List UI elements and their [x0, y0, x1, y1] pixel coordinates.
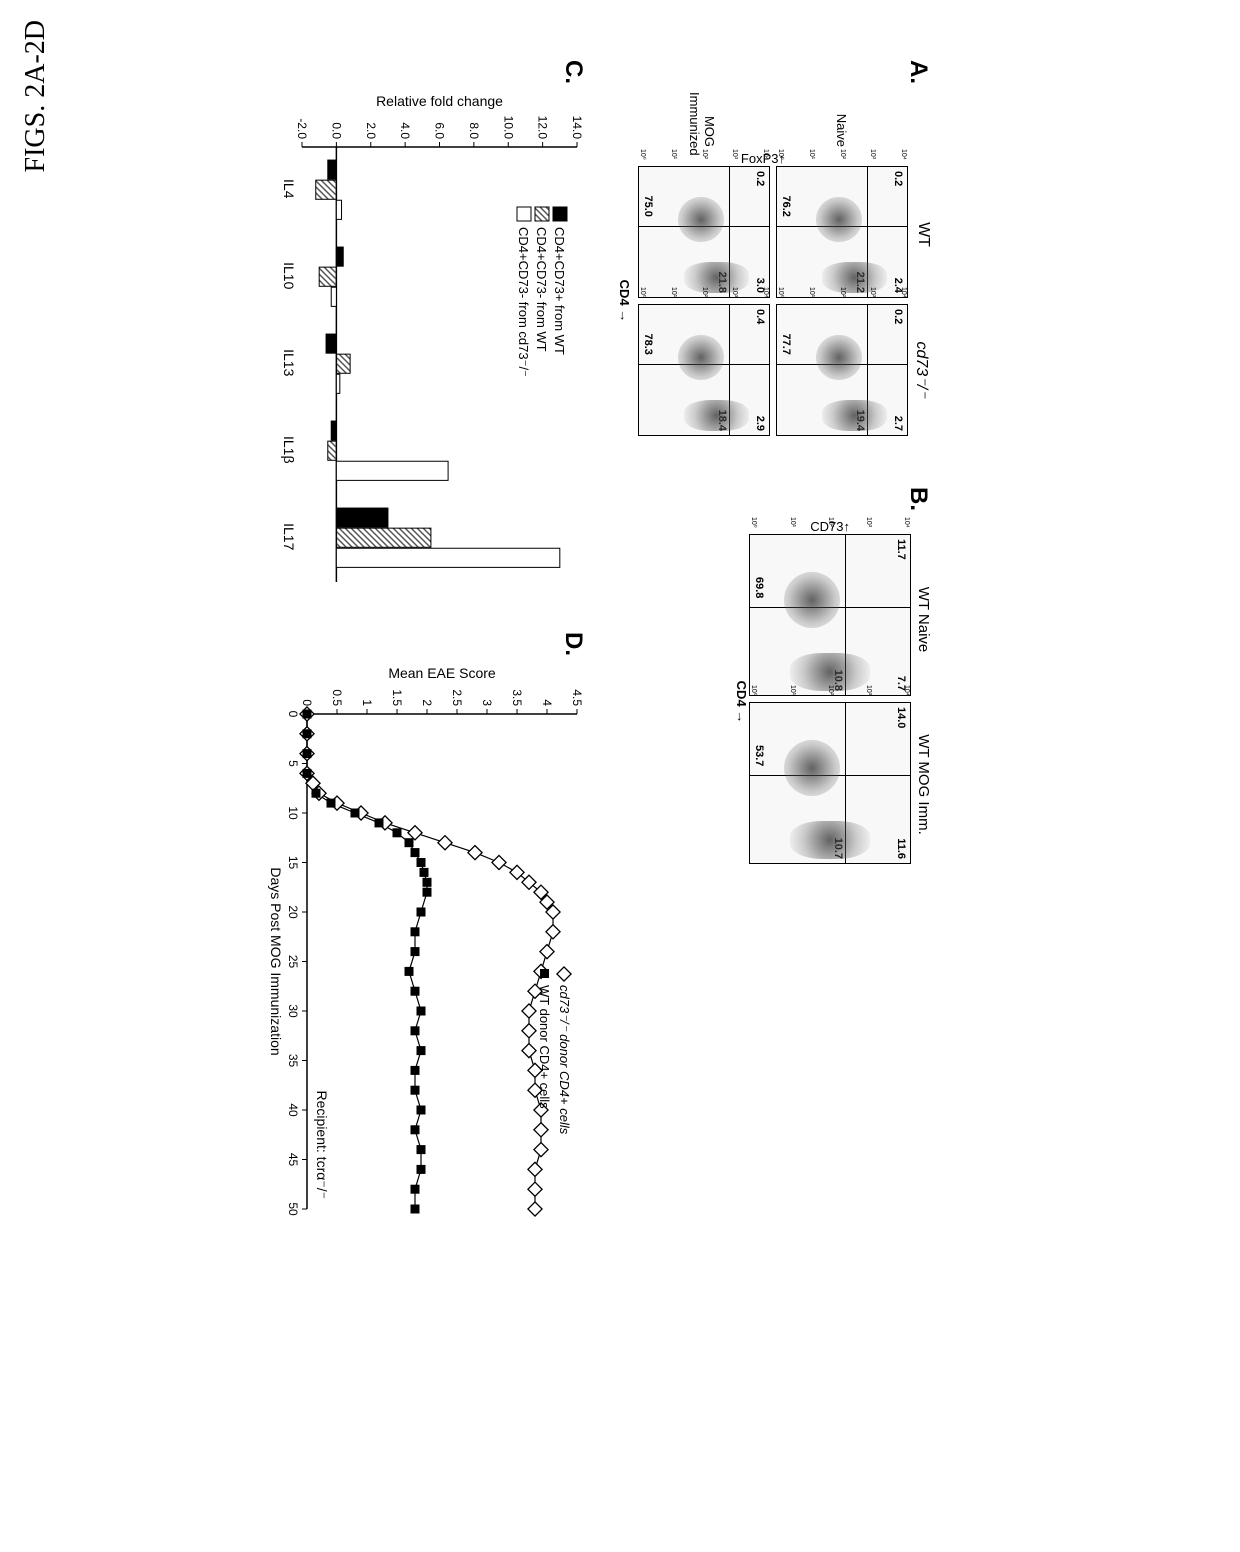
svg-text:2: 2 — [420, 699, 434, 706]
facs-plot-a4: 0.42.978.318.410⁰10¹10²10³10⁴ — [638, 304, 770, 436]
facs-plot-a2: 0.22.777.719.410⁰10¹10²10³10⁴ — [776, 304, 908, 436]
svg-text:0.0: 0.0 — [329, 122, 343, 139]
row-label-naive: Naive — [834, 92, 849, 147]
rotated-inner: A. WT cd73⁻/⁻ Naive MOG Immunized — [262, 60, 932, 1460]
svg-text:Mean EAE Score: Mean EAE Score — [388, 665, 496, 681]
panel-c-chart-wrapper: -2.0 0.0 2.0 4.0 6.0 8.0 10.0 12.0 14.0 IL4 IL10 IL… — [262, 92, 587, 592]
panel-d-label: D. — [262, 632, 587, 656]
panel-a-plots: 0.22.476.221.210⁰10¹10²10³10⁴ 0.22.777.7… — [617, 166, 908, 436]
svg-text:cd73⁻/⁻ donor CD4+ cells: cd73⁻/⁻ donor CD4+ cells — [557, 985, 572, 1135]
panel-a-grid: Naive MOG Immunized FoxP3↑ 0.22.476.221.… — [617, 92, 908, 437]
svg-text:10.0: 10.0 — [501, 116, 515, 140]
svg-text:IL10: IL10 — [281, 262, 297, 289]
svg-text:6.0: 6.0 — [433, 122, 447, 139]
col-header-b2: WT MOG Imm. — [915, 702, 932, 867]
svg-text:8.0: 8.0 — [467, 122, 481, 139]
panel-d: D. 0 0.5 1 1.5 2 2.5 3 3.5 4 4.5 0 5 10 15 20 25 30 35 40 4… — [262, 632, 587, 1224]
panel-d-chart-wrapper: 0 0.5 1 1.5 2 2.5 3 3.5 4 4.5 0 5 10 15 20 25 30 35 40 45 50… — [262, 664, 587, 1224]
svg-text:2.5: 2.5 — [450, 689, 464, 706]
panel-a-label: A. — [617, 60, 932, 84]
bar-chart-svg: -2.0 0.0 2.0 4.0 6.0 8.0 10.0 12.0 14.0 IL4 IL10 IL… — [267, 92, 587, 592]
svg-text:12.0: 12.0 — [536, 116, 550, 140]
svg-text:Days Post MOG Immunization: Days Post MOG Immunization — [268, 867, 284, 1055]
facs-plot-a1: 0.22.476.221.210⁰10¹10²10³10⁴ — [776, 166, 908, 298]
col-header-cd73: cd73⁻/⁻ — [912, 302, 932, 437]
svg-text:CD4+CD73- from WT: CD4+CD73- from WT — [534, 227, 549, 352]
facs-plot-a3: 0.23.075.021.810⁰10¹10²10³10⁴ — [638, 166, 770, 298]
svg-text:4.5: 4.5 — [570, 689, 584, 706]
svg-text:5: 5 — [286, 760, 300, 767]
svg-text:IL13: IL13 — [281, 349, 297, 376]
row-label-mog: MOG Immunized — [687, 92, 717, 147]
svg-text:CD4+CD73+ from WT: CD4+CD73+ from WT — [552, 227, 567, 355]
svg-text:0: 0 — [300, 699, 314, 706]
svg-text:30: 30 — [286, 1004, 300, 1018]
svg-text:0.5: 0.5 — [330, 689, 344, 706]
svg-text:IL1β: IL1β — [281, 436, 297, 464]
rotated-wrapper: A. WT cd73⁻/⁻ Naive MOG Immunized — [72, 20, 1122, 1500]
svg-text:1.5: 1.5 — [390, 689, 404, 706]
panel-b: B. WT Naive WT MOG Imm. CD73↑ 11.77.769.… — [734, 487, 932, 867]
panel-a-xaxis: CD4 → — [617, 166, 632, 436]
facs-plot-b1: 11.77.769.810.810⁰10¹10²10³10⁴ — [749, 534, 911, 696]
facs-plot-b2: 14.011.653.710.710⁰10¹10²10³10⁴ — [749, 702, 911, 864]
svg-text:IL4: IL4 — [281, 179, 297, 199]
panel-a-row-labels: Naive MOG Immunized — [628, 92, 908, 151]
svg-text:20: 20 — [286, 905, 300, 919]
svg-text:35: 35 — [286, 1054, 300, 1068]
row-cd: C. -2.0 0.0 2.0 4.0 6.0 8.0 10.0 12.0 14.0 IL4 IL1… — [262, 60, 587, 1460]
arrow-right-icon: → — [617, 309, 632, 322]
svg-text:1: 1 — [360, 699, 374, 706]
panel-a-col-headers: WT cd73⁻/⁻ — [912, 167, 932, 437]
svg-text:10: 10 — [286, 806, 300, 820]
svg-text:WT donor CD4+ cells: WT donor CD4+ cells — [537, 985, 552, 1109]
svg-text:Relative fold change: Relative fold change — [376, 93, 503, 109]
svg-text:25: 25 — [286, 955, 300, 969]
svg-text:50: 50 — [286, 1202, 300, 1216]
line-chart-svg: 0 0.5 1 1.5 2 2.5 3 3.5 4 4.5 0 5 10 15 20 25 30 35 40 45 50… — [267, 664, 587, 1224]
arrow-right-icon: → — [734, 710, 749, 723]
panel-a: A. WT cd73⁻/⁻ Naive MOG Immunized — [617, 60, 932, 437]
panel-c-label: C. — [262, 60, 587, 84]
panel-b-row: CD73↑ 11.77.769.810.810⁰10¹10²10³10⁴ 14.… — [749, 519, 911, 867]
svg-text:IL17: IL17 — [281, 523, 297, 550]
svg-text:-2.0: -2.0 — [295, 118, 309, 139]
svg-text:Recipient: tcrα⁻/⁻: Recipient: tcrα⁻/⁻ — [314, 1091, 330, 1199]
panel-b-col-headers: WT Naive WT MOG Imm. — [915, 537, 932, 867]
row-ab: A. WT cd73⁻/⁻ Naive MOG Immunized — [617, 60, 932, 1460]
svg-text:0: 0 — [286, 711, 300, 718]
svg-text:CD4+CD73- from cd73⁻/⁻: CD4+CD73- from cd73⁻/⁻ — [516, 227, 531, 377]
svg-text:40: 40 — [286, 1103, 300, 1117]
col-header-wt: WT — [912, 167, 932, 302]
panel-c: C. -2.0 0.0 2.0 4.0 6.0 8.0 10.0 12.0 14.0 IL4 IL1… — [262, 60, 587, 592]
figure-label: FIGS. 2A-2D — [20, 20, 52, 212]
col-header-b1: WT Naive — [915, 537, 932, 702]
svg-text:2.0: 2.0 — [364, 122, 378, 139]
svg-text:3: 3 — [480, 699, 494, 706]
panel-b-xaxis: CD4 → — [734, 537, 749, 867]
svg-text:14.0: 14.0 — [570, 116, 584, 140]
svg-text:15: 15 — [286, 856, 300, 870]
panel-b-label: B. — [734, 487, 932, 511]
svg-text:45: 45 — [286, 1153, 300, 1167]
svg-text:3.5: 3.5 — [510, 689, 524, 706]
panel-b-plots: 11.77.769.810.810⁰10¹10²10³10⁴ 14.011.65… — [749, 534, 911, 864]
svg-text:4.0: 4.0 — [398, 122, 412, 139]
svg-text:4: 4 — [540, 699, 554, 706]
figure-container: FIGS. 2A-2D A. WT cd73⁻/⁻ — [20, 20, 1220, 1500]
